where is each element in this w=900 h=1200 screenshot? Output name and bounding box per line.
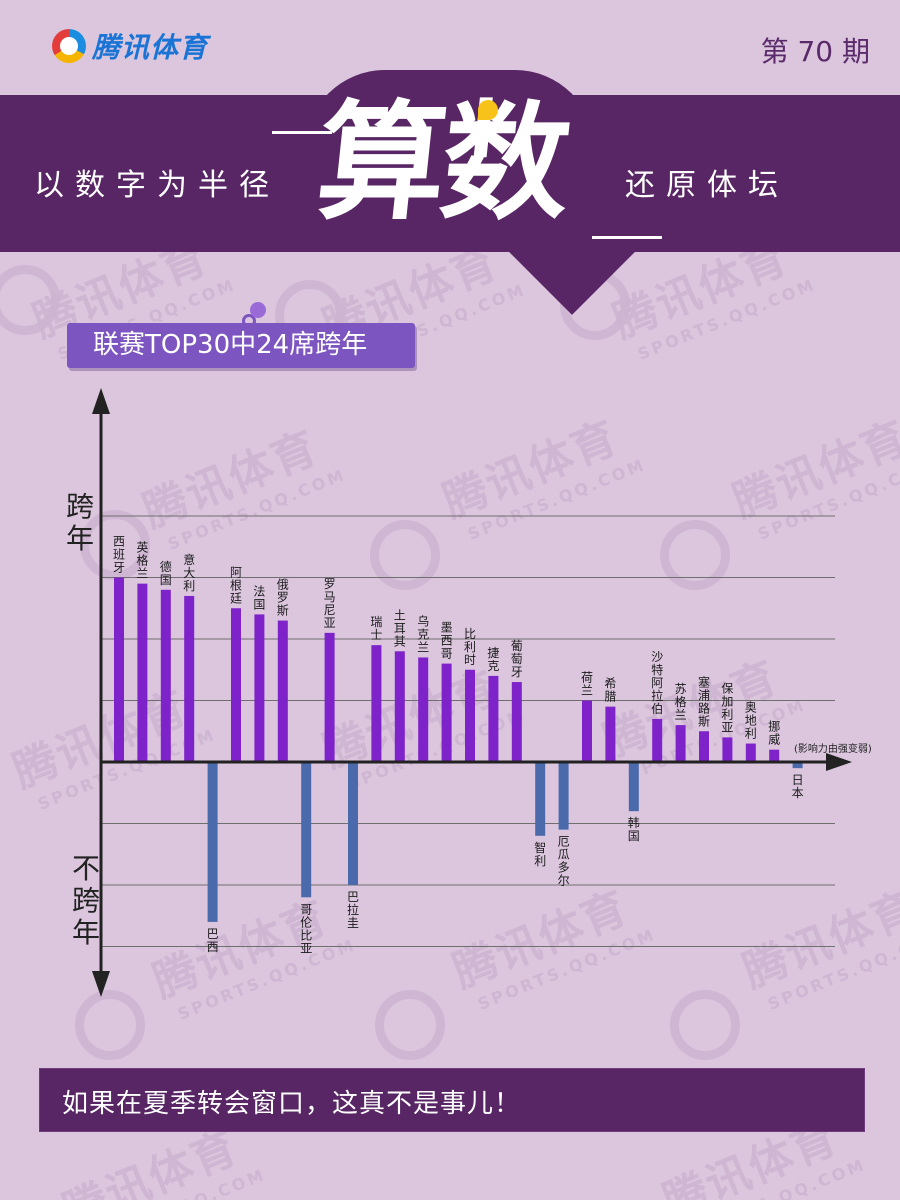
category-label: 保加利亚: [721, 681, 733, 734]
issue-number: 第 70 期: [760, 35, 870, 68]
bar-土耳其: [394, 651, 405, 762]
category-label: 韩国: [628, 815, 640, 843]
bar-保加利亚: [722, 737, 733, 762]
subtitle-left: 以数字为半径: [34, 168, 280, 203]
y-axis-arrow-down-icon: [92, 971, 110, 997]
bar-厄瓜多尔: [558, 762, 569, 830]
bar-塞浦路斯: [699, 731, 709, 762]
bar-瑞士: [371, 645, 382, 762]
y-axis-arrow-up-icon: [92, 388, 110, 414]
brand-logo[interactable]: 腾讯体育: [52, 26, 208, 66]
bar-荷兰: [582, 700, 592, 762]
watermark-logo-icon: [0, 265, 60, 335]
bar-哥伦比亚: [301, 762, 312, 898]
category-label: 阿根廷: [230, 565, 242, 605]
bar-苏格兰: [675, 725, 686, 762]
bar-西班牙: [114, 577, 124, 762]
pushpin-icon: [240, 302, 266, 328]
watermark-logo-icon: [370, 520, 440, 590]
watermark-logo-icon: [670, 990, 740, 1060]
category-label: 奥地利: [745, 701, 757, 741]
bar-意大利: [184, 595, 195, 762]
category-label: 塞浦路斯: [698, 674, 710, 728]
bar-葡萄牙: [511, 682, 522, 762]
title-divider: [272, 131, 332, 134]
title-divider: [592, 236, 662, 239]
title-banner: [0, 95, 900, 252]
subtitle-right: 还原体坛: [625, 168, 789, 203]
category-label: 厄瓜多尔: [558, 835, 570, 888]
category-label: 西班牙: [113, 535, 125, 575]
footer-banner: 如果在夏季转会窗口，这真不是事儿！: [39, 1068, 865, 1132]
tencent-logo-icon: [52, 29, 86, 63]
bar-巴拉圭: [348, 762, 358, 885]
bar-英格兰: [137, 583, 148, 762]
logo-text: 腾讯体育: [92, 31, 209, 64]
category-label: 捷克: [487, 646, 499, 673]
category-label: 巴西: [207, 927, 219, 954]
watermark-logo-icon: [375, 990, 445, 1060]
category-label: 罗马尼亚: [324, 577, 336, 630]
category-label: 葡萄牙: [511, 639, 523, 679]
category-label: 挪威: [768, 720, 780, 747]
watermark-logo-icon: [80, 510, 150, 580]
speech-bubble-icon: [478, 100, 498, 120]
y-axis-top-label: 跨年: [66, 490, 94, 555]
category-label: 沙特阿拉伯: [651, 650, 663, 716]
category-label: 德国: [160, 559, 172, 587]
category-label: 瑞士: [370, 615, 382, 642]
bar-希腊: [605, 706, 616, 762]
category-label: 墨西哥: [441, 621, 453, 661]
bar-墨西哥: [441, 663, 452, 762]
bar-巴西: [207, 762, 218, 922]
category-label: 英格兰: [136, 541, 148, 581]
y-axis-bottom-label: 不跨年: [72, 852, 100, 949]
category-label: 苏格兰: [675, 682, 687, 722]
category-label: 哥伦比亚: [300, 902, 312, 955]
bar-奥地利: [745, 743, 756, 762]
bar-韩国: [628, 762, 639, 812]
bar-沙特阿拉伯: [652, 718, 663, 762]
x-axis-note: (影响力由强变弱): [794, 742, 872, 755]
category-label: 比利时: [464, 627, 476, 667]
bar-乌克兰: [418, 657, 429, 762]
bar-挪威: [769, 749, 780, 762]
bar-比利时: [465, 669, 475, 762]
category-label: 巴拉圭: [347, 890, 359, 930]
bar-法国: [254, 614, 265, 762]
category-label: 法国: [253, 584, 265, 611]
bar-日本: [792, 762, 803, 769]
category-label: 乌克兰: [417, 613, 429, 654]
category-label: 俄罗斯: [277, 578, 289, 618]
bar-阿根廷: [231, 608, 241, 762]
watermark-logo-icon: [75, 990, 145, 1060]
category-label: 意大利: [183, 552, 195, 593]
category-label: 日本: [792, 773, 804, 800]
watermark-logo-icon: [660, 520, 730, 590]
bar-德国: [160, 589, 171, 762]
footer-text: 如果在夏季转会窗口，这真不是事儿！: [62, 1089, 522, 1119]
category-label: 希腊: [604, 676, 616, 704]
x-axis-arrow-icon: [826, 753, 852, 771]
bar-智利: [535, 762, 546, 836]
bar-俄罗斯: [277, 620, 288, 762]
bars: [114, 577, 803, 922]
bar-捷克: [488, 675, 499, 762]
category-label: 土耳其: [394, 608, 406, 648]
chart-label: 联赛TOP30中24席跨年: [67, 323, 415, 368]
bar-罗马尼亚: [324, 632, 335, 762]
category-label: 智利: [534, 840, 546, 868]
page-title: 算数: [310, 89, 574, 238]
category-label: 荷兰: [581, 671, 593, 698]
